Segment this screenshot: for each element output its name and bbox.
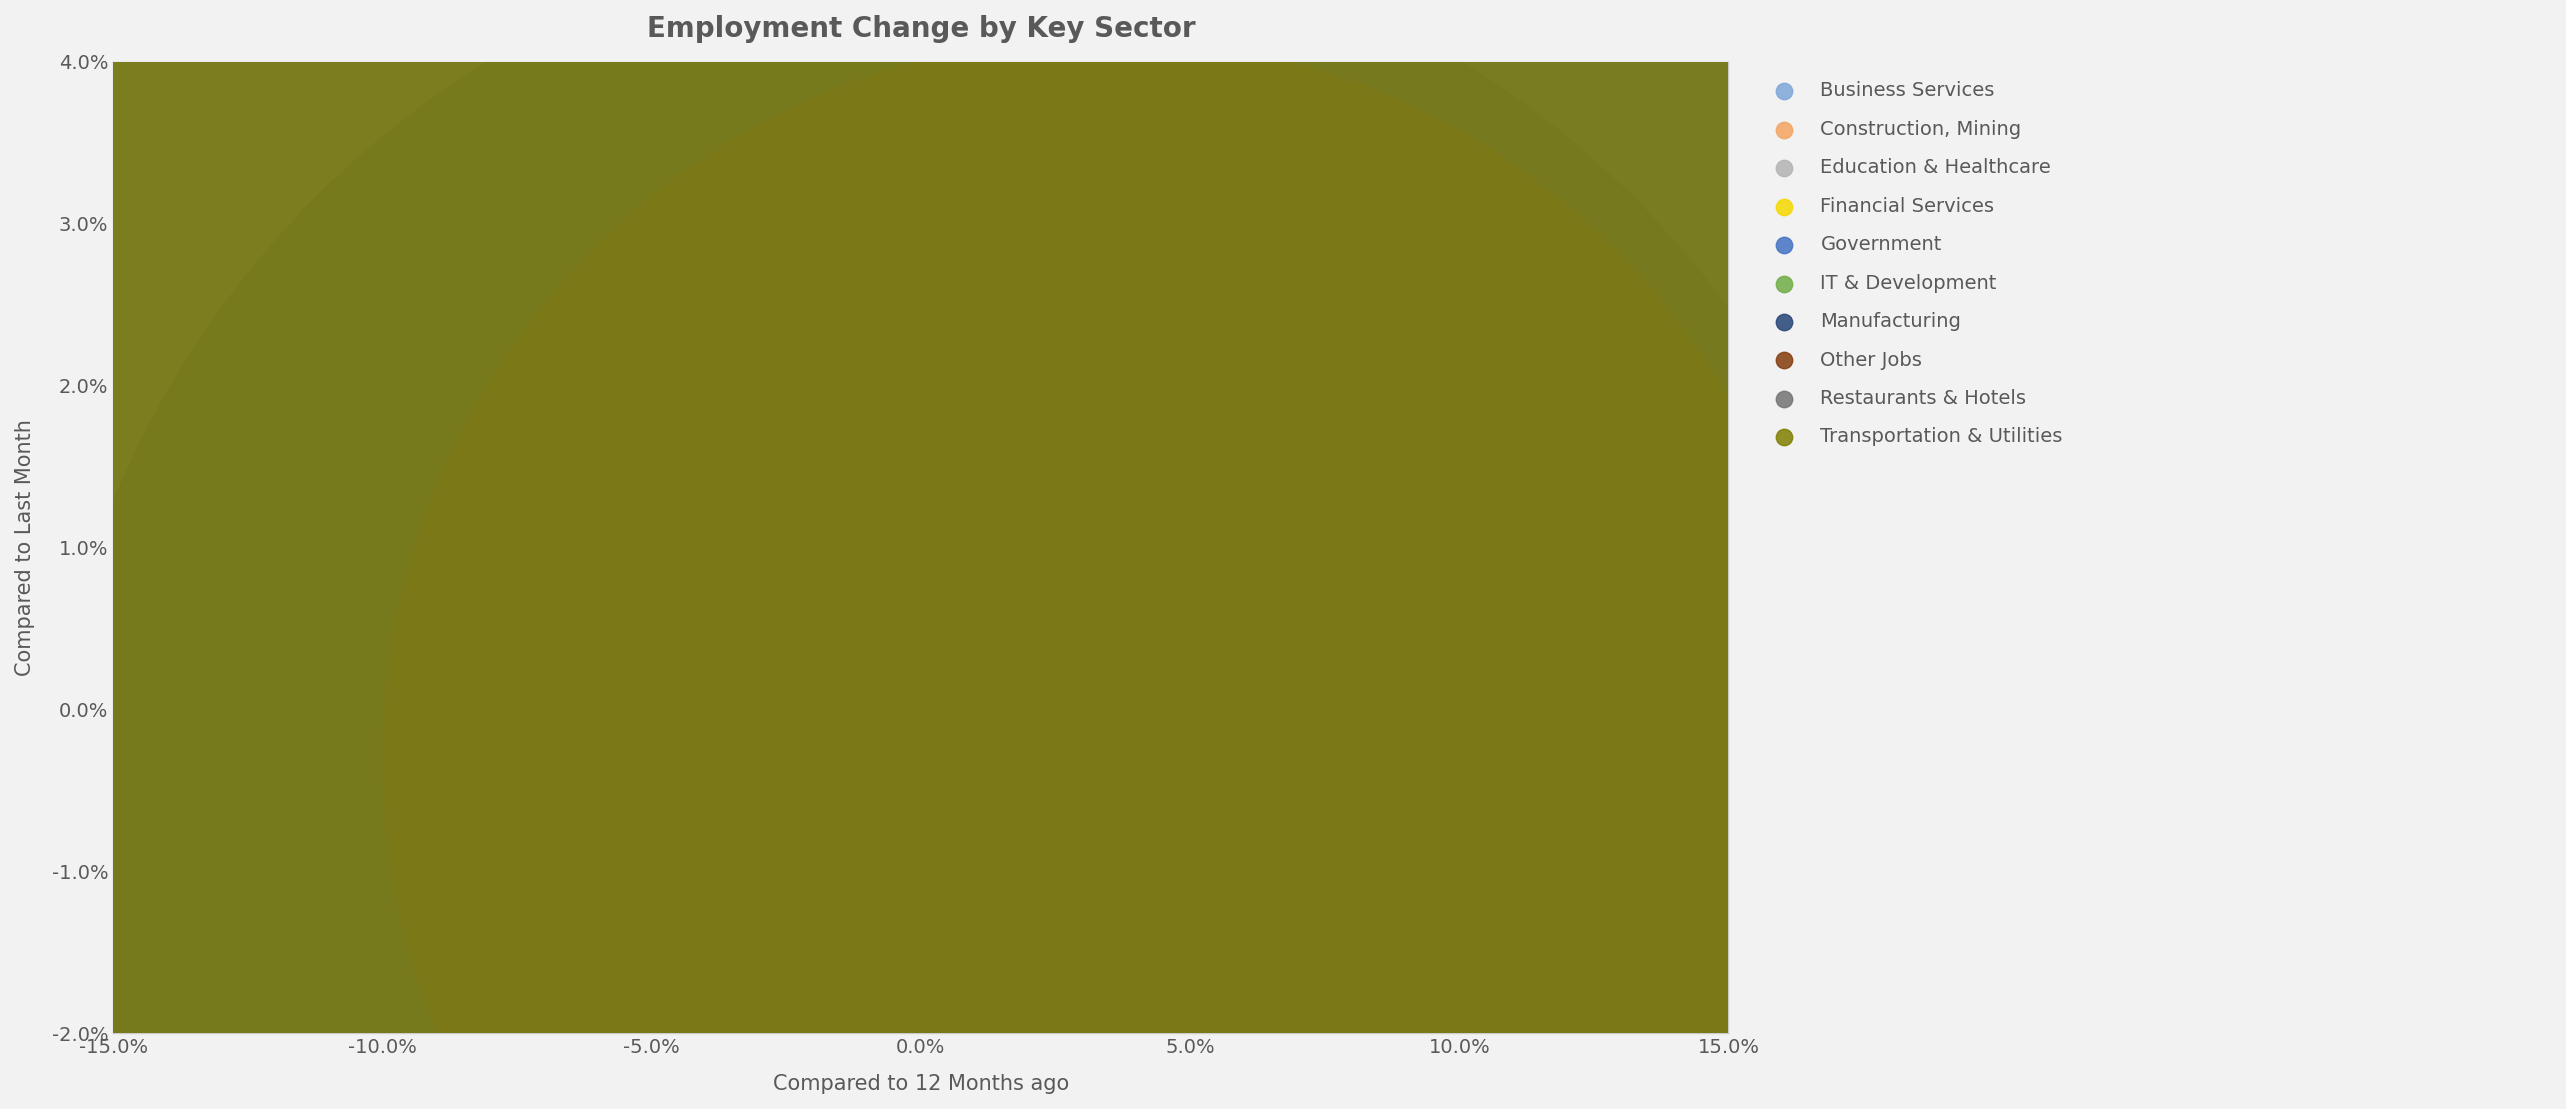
Point bbox=[890, 507, 931, 525]
Title: Employment Change by Key Sector: Employment Change by Key Sector bbox=[647, 16, 1196, 43]
Point bbox=[459, 750, 500, 767]
Point bbox=[1234, 733, 1275, 751]
Point bbox=[970, 522, 1011, 540]
Point bbox=[955, 846, 996, 864]
Point bbox=[1093, 199, 1134, 216]
Point bbox=[985, 733, 1026, 751]
Point bbox=[1519, 426, 1560, 444]
Point bbox=[1083, 750, 1124, 767]
Point bbox=[872, 507, 913, 525]
X-axis label: Compared to 12 Months ago: Compared to 12 Months ago bbox=[772, 1074, 1070, 1093]
Legend: Business Services, Construction, Mining, Education & Healthcare, Financial Servi: Business Services, Construction, Mining,… bbox=[1755, 72, 2073, 456]
Y-axis label: Compared to Last Month: Compared to Last Month bbox=[15, 419, 36, 676]
